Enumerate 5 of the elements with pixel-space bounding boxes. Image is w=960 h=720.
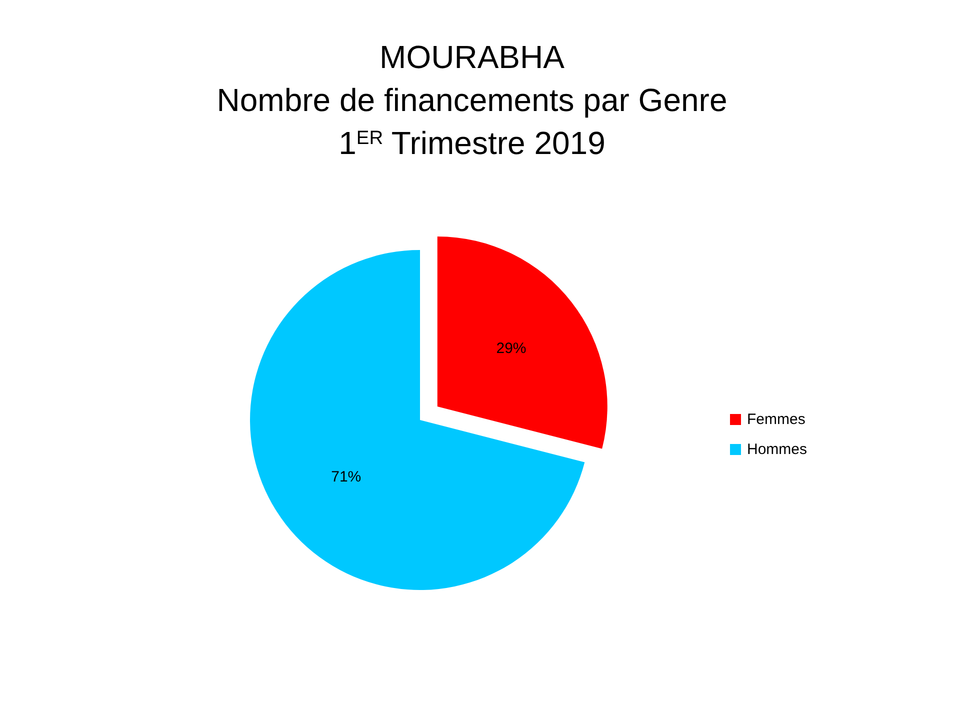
chart-title: MOURABHA Nombre de financements par Genre 1$^{ER}$ Trimestre 2019 <box>216 39 728 161</box>
data-label: 29% <box>496 340 526 358</box>
legend-label: Hommes <box>747 440 808 458</box>
legend-label: Femmes <box>747 410 806 428</box>
data-label: 71% <box>331 468 362 486</box>
